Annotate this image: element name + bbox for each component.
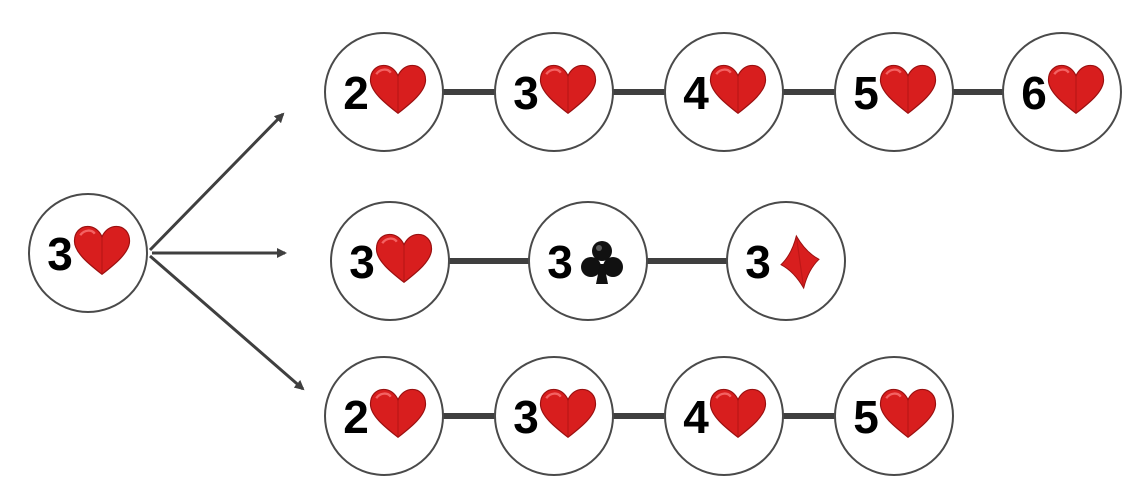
heart-icon <box>709 64 767 115</box>
row-2-card-node: 3 <box>528 201 648 321</box>
edges-layer <box>443 89 1003 419</box>
row-1-card-node: 2 <box>324 32 444 152</box>
card-rank-label: 5 <box>853 67 879 119</box>
heart-icon <box>73 225 131 276</box>
row-2-card-node: 3 <box>330 201 450 321</box>
card-rank-label: 4 <box>683 391 709 443</box>
heart-icon <box>879 64 937 115</box>
row-3-card-node: 3 <box>494 356 614 476</box>
source-card-node: 3 <box>28 193 148 313</box>
row-1-card-node: 3 <box>494 32 614 152</box>
row-1-card-node: 6 <box>1002 32 1122 152</box>
row-1-card-node: 4 <box>664 32 784 152</box>
diamond-icon <box>780 234 820 290</box>
card-rank-label: 2 <box>343 67 369 119</box>
card-rank-label: 3 <box>513 67 539 119</box>
arrow-to-row-1 <box>148 112 285 252</box>
card-rank-label: 3 <box>47 228 73 280</box>
heart-icon <box>369 64 427 115</box>
arrows-layer <box>148 112 305 391</box>
arrow-to-row-3 <box>149 254 305 391</box>
row-3-card-node: 2 <box>324 356 444 476</box>
card-rank-label: 6 <box>1021 67 1047 119</box>
heart-icon <box>369 388 427 439</box>
row-2-card-node: 3 <box>726 201 846 321</box>
heart-icon <box>539 64 597 115</box>
heart-icon <box>539 388 597 439</box>
card-rank-label: 3 <box>547 236 573 288</box>
heart-icon <box>879 388 937 439</box>
card-rank-label: 2 <box>343 391 369 443</box>
row-1-card-node: 5 <box>834 32 954 152</box>
card-rank-label: 3 <box>349 236 375 288</box>
card-rank-label: 3 <box>513 391 539 443</box>
card-rank-label: 4 <box>683 67 709 119</box>
nodes-layer: 3 2 3 4 5 6 3 3 3 2 3 4 5 <box>28 32 1122 476</box>
heart-icon <box>709 388 767 439</box>
heart-icon <box>1047 64 1105 115</box>
card-rank-label: 3 <box>745 236 771 288</box>
card-rank-label: 5 <box>853 391 879 443</box>
club-icon <box>581 241 623 284</box>
row-3-card-node: 5 <box>834 356 954 476</box>
row-3-card-node: 4 <box>664 356 784 476</box>
heart-icon <box>375 233 433 284</box>
